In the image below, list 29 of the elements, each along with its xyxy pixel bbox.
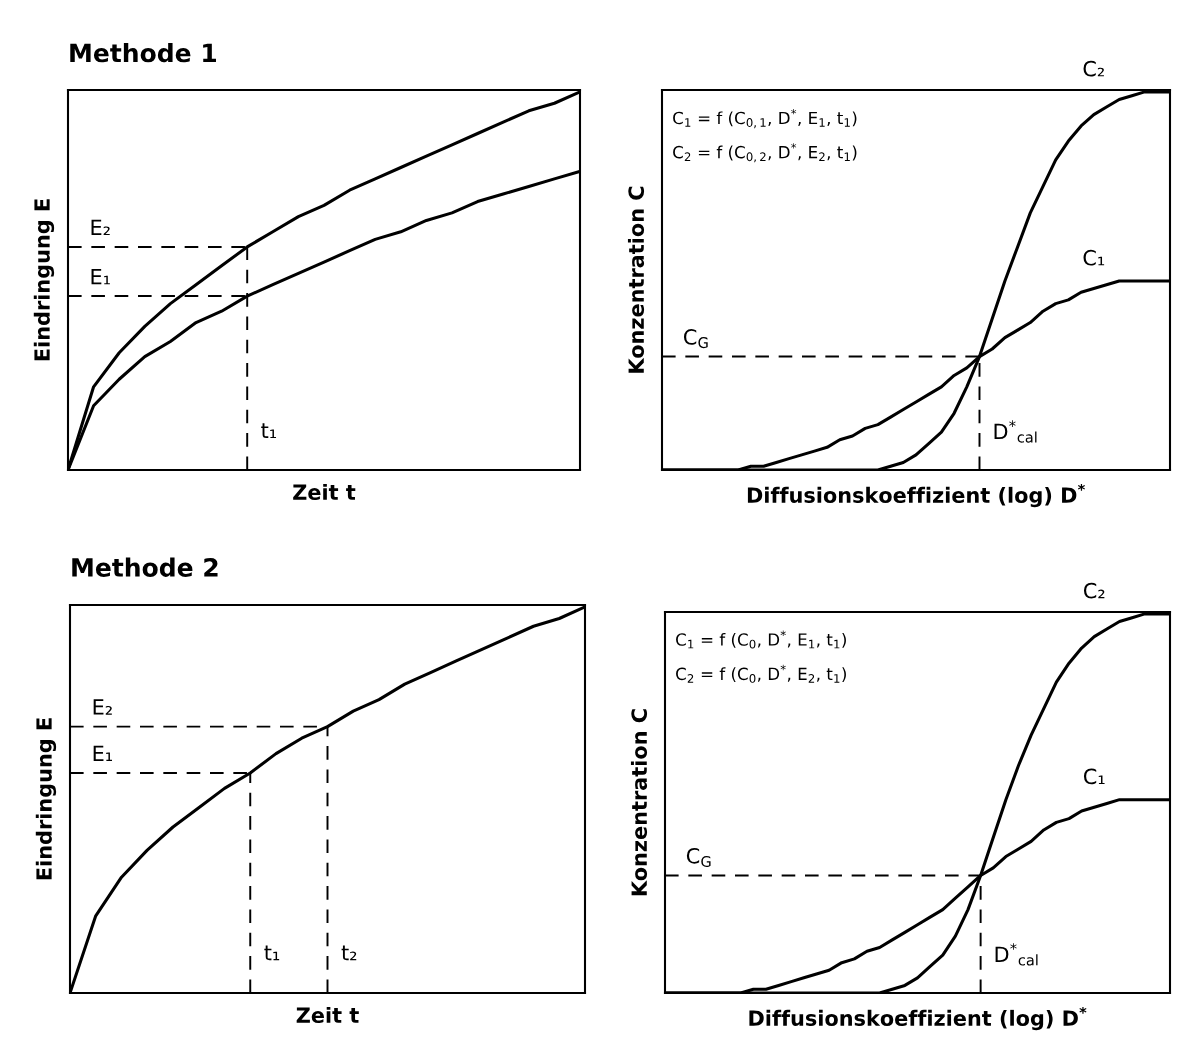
y-axis-title: Konzentration C — [627, 186, 645, 373]
annotation: t₁ — [261, 423, 277, 439]
chart-title: Methode 2 — [72, 557, 218, 577]
y-axis-title: Eindringung E — [35, 718, 57, 880]
x-axis-title: Diffusionskoeffizient (log) D$^{*}$ — [747, 483, 1085, 508]
annotation: D$^{*}$$_{cal}$ — [995, 943, 1038, 966]
text: C$_{1}$ = f (C$_{0}$, D$^{*}$, E$_{1}$, t$_{1}$) — [676, 630, 846, 649]
annotation: t₁ — [264, 945, 280, 961]
text: C$_{1}$ = f (C$_{0,1}$, D$^{*}$, E$_{1}$, t$_{1}$) — [673, 109, 857, 129]
y-axis-title: Konzentration C — [630, 709, 648, 896]
series-label: C₁ — [1083, 768, 1105, 785]
series-label: C₂ — [1083, 582, 1105, 599]
series-label: E₁ — [91, 268, 110, 285]
series-label: E₂ — [93, 699, 112, 715]
series-label: C₁ — [1083, 249, 1105, 266]
x-axis-title: Zeit t — [293, 483, 356, 501]
text: C$_{2}$ = f (C$_{0}$, D$^{*}$, E$_{2}$, t$_{1}$) — [676, 664, 846, 683]
chart-title: Methode 1 — [70, 43, 216, 63]
annotation: t₂ — [341, 945, 357, 961]
text: C$_{2}$ = f (C$_{0,2}$, D$^{*}$, E$_{2}$, t$_{1}$) — [673, 143, 857, 163]
series-label: C₂ — [1083, 60, 1104, 77]
series-label: C$_{G}$ — [686, 847, 711, 868]
series-label: E₂ — [91, 219, 110, 236]
series-label: E₁ — [93, 745, 113, 761]
x-axis-title: Zeit t — [296, 1006, 359, 1024]
y-axis-title: Eindringung E — [33, 199, 55, 361]
annotation: D$^{*}$$_{cal}$ — [994, 420, 1037, 443]
series-label: C$_{G}$ — [684, 329, 708, 349]
x-axis-title: Diffusionskoeffizient (log) D$^{*}$ — [749, 1006, 1087, 1031]
